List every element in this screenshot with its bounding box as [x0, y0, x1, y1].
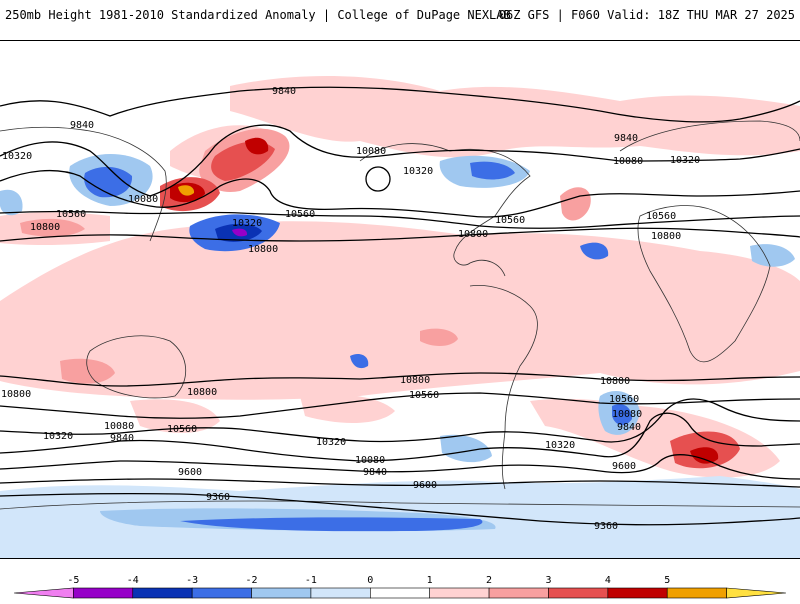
colorbar-segment [726, 587, 787, 599]
closed-low-contour [365, 166, 391, 192]
contour-label: 10800 [400, 375, 430, 386]
south-america-coast [469, 285, 538, 490]
contour-label: 10800 [1, 389, 31, 400]
contour-label: 10080 [355, 455, 385, 466]
contour-label: 10080 [356, 146, 386, 157]
contour-10560-south [0, 392, 800, 419]
contour-label: 9360 [206, 492, 230, 503]
contour-label: 9600 [178, 467, 202, 478]
contour-label: 9840 [617, 422, 641, 433]
colorbar-tick-label: 5 [664, 575, 670, 586]
contour-10560-north [0, 210, 800, 229]
colorbar-segment [132, 587, 193, 599]
colorbar-tick-label: -5 [67, 575, 79, 586]
contour-label: 10560 [609, 394, 639, 405]
contour-9840-south [0, 454, 800, 480]
contour-label: 9840 [70, 120, 94, 131]
contour-label: 10320 [316, 437, 346, 448]
australia-coast [86, 335, 187, 399]
contour-label: 10080 [128, 194, 158, 205]
contour-label: 10800 [458, 229, 488, 240]
contour-label: 10560 [167, 424, 197, 435]
contour-label: 9600 [413, 480, 437, 491]
contour-label: 10320 [43, 431, 73, 442]
contour-10080-north [0, 124, 800, 197]
contour-label: 10320 [232, 218, 262, 229]
contour-label: 9840 [272, 86, 296, 97]
colorbar-tick-label: 0 [367, 575, 373, 586]
map-panel: 9840 9840 10320 10080 10560 10800 10320 … [0, 40, 800, 559]
africa-coast [637, 205, 771, 363]
contour-label: 10320 [670, 155, 700, 166]
colorbar-segment [370, 587, 430, 599]
contour-9840-north [0, 86, 800, 123]
anomaly-map: 9840 9840 10320 10080 10560 10800 10320 … [0, 41, 800, 558]
colorbar: -5 -4 -3 -2 -1 0 1 2 3 4 5 [0, 570, 800, 600]
contour-10800-south [0, 372, 800, 387]
colorbar-tick-label: 3 [545, 575, 551, 586]
colorbar-tick-label: 4 [605, 575, 611, 586]
contour-10800-north [0, 227, 800, 242]
header-bar: 250mb Height 1981-2010 Standardized Anom… [0, 0, 800, 40]
contour-label: 10320 [2, 151, 32, 162]
colorbar-segment [666, 587, 727, 599]
colorbar-tick-label: -4 [127, 575, 139, 586]
contour-label: 10080 [613, 156, 643, 167]
contour-label: 9840 [614, 133, 638, 144]
contour-label: 10080 [104, 421, 134, 432]
height-contours [0, 86, 800, 526]
contour-label: 10800 [651, 231, 681, 242]
contour-label: 10560 [409, 390, 439, 401]
contour-9360-south [0, 492, 800, 526]
contour-label: 10560 [495, 215, 525, 226]
colorbar-segment [251, 587, 312, 599]
contour-label: 10560 [646, 211, 676, 222]
contour-label: 10560 [285, 209, 315, 220]
colorbar-tick-label: 2 [486, 575, 492, 586]
contour-label: 10080 [612, 409, 642, 420]
contour-10320-south [0, 398, 800, 443]
colorbar-segment [548, 587, 609, 599]
colorbar-segment [488, 587, 549, 599]
positive-anomaly-shading [0, 75, 800, 478]
colorbar-tick-label: 1 [427, 575, 433, 586]
contour-label: 10800 [187, 387, 217, 398]
contour-10080-south [0, 412, 800, 462]
colorbar-svg: -5 -4 -3 -2 -1 0 1 2 3 4 5 [13, 575, 787, 599]
contour-label: 9840 [363, 467, 387, 478]
north-america-coast [359, 143, 531, 277]
colorbar-segment [310, 587, 371, 599]
contour-label: 9360 [594, 521, 618, 532]
model-run-info: 06Z GFS | F060 Valid: 18Z THU MAR 27 202… [498, 8, 795, 22]
contour-10320-north [0, 169, 800, 218]
contour-label: 10800 [248, 244, 278, 255]
antarctica-coast [0, 500, 800, 510]
colorbar-tick-label: -3 [186, 575, 198, 586]
contour-label: 10320 [403, 166, 433, 177]
map-title: 250mb Height 1981-2010 Standardized Anom… [5, 8, 511, 22]
contour-label: 10800 [30, 222, 60, 233]
contour-label: 10560 [56, 209, 86, 220]
coastlines [0, 120, 800, 510]
contour-label: 10320 [545, 440, 575, 451]
colorbar-segment [13, 587, 74, 599]
colorbar-segment [73, 587, 134, 599]
colorbar-tick-label: -1 [305, 575, 317, 586]
contour-9600-south [0, 478, 800, 488]
contour-label: 9600 [612, 461, 636, 472]
colorbar-segment [191, 587, 252, 599]
contour-labels: 9840 9840 10320 10080 10560 10800 10320 … [1, 86, 700, 532]
colorbar-segment [607, 587, 668, 599]
eurasia-coast-east [619, 120, 800, 152]
contour-label: 10800 [600, 376, 630, 387]
contour-label: 9840 [110, 433, 134, 444]
colorbar-tick-label: -2 [246, 575, 258, 586]
eurasia-coast-west [0, 126, 167, 242]
colorbar-segment [429, 587, 490, 599]
